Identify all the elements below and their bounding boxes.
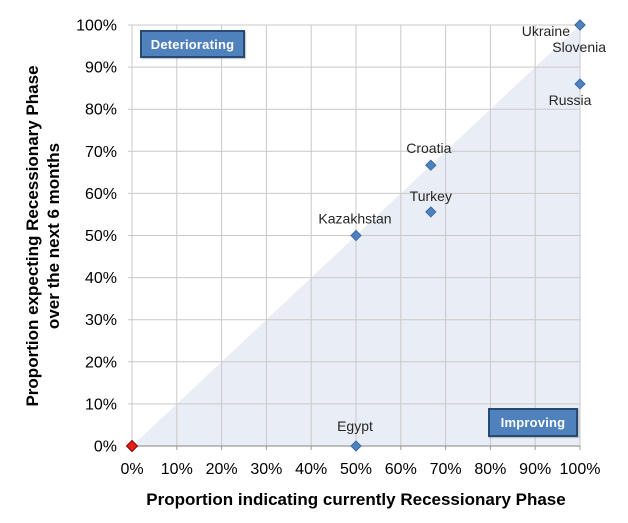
deteriorating-badge: Deteriorating — [140, 30, 245, 58]
y-tick-label: 50% — [85, 228, 117, 245]
data-point-russia — [574, 78, 586, 90]
y-tick-label: 40% — [85, 270, 117, 287]
x-tick-label: 0% — [120, 461, 143, 478]
y-tick-label: 30% — [85, 312, 117, 329]
data-point-egypt — [350, 440, 362, 452]
y-tick-label: 20% — [85, 354, 117, 371]
y-axis-title: Proportion expecting Recessionary Phase … — [22, 16, 66, 456]
point-label-slovenia: Slovenia — [552, 39, 606, 55]
x-tick-label: 40% — [295, 461, 327, 478]
x-tick-label: 20% — [206, 461, 238, 478]
x-tick-label: 80% — [474, 461, 506, 478]
deteriorating-badge-label: Deteriorating — [150, 36, 235, 52]
data-point-croatia — [425, 159, 437, 171]
data-point-origin — [125, 439, 139, 453]
y-tick-label: 10% — [85, 396, 117, 413]
y-tick-label: 80% — [85, 102, 117, 119]
y-axis-title-line1: Proportion expecting Recessionary Phase — [23, 65, 42, 407]
point-label-egypt: Egypt — [337, 418, 373, 434]
x-tick-label: 100% — [560, 461, 601, 478]
point-label-turkey: Turkey — [410, 188, 452, 204]
improving-badge: Improving — [488, 408, 578, 437]
y-tick-label: 60% — [85, 186, 117, 203]
x-tick-label: 30% — [250, 461, 282, 478]
data-point-kazakhstan — [350, 229, 362, 242]
point-label-kazakhstan: Kazakhstan — [318, 211, 391, 227]
x-axis-title: Proportion indicating currently Recessio… — [146, 490, 566, 509]
x-tick-label: 50% — [340, 461, 372, 478]
y-tick-label: 90% — [85, 60, 117, 77]
x-tick-label: 10% — [161, 461, 193, 478]
point-label-ukraine: Ukraine — [522, 23, 570, 39]
x-tick-label: 70% — [430, 461, 462, 478]
y-tick-label: 100% — [76, 18, 117, 35]
x-tick-label: 90% — [519, 461, 551, 478]
y-tick-label: 70% — [85, 144, 117, 161]
data-point-slovenia — [574, 19, 586, 31]
point-label-croatia: Croatia — [406, 140, 451, 156]
data-point-turkey — [425, 206, 437, 218]
y-tick-label: 0% — [94, 439, 117, 456]
x-tick-label: 60% — [385, 461, 417, 478]
point-label-russia: Russia — [549, 92, 592, 108]
improving-badge-label: Improving — [500, 415, 566, 430]
y-axis-title-line2: over the next 6 months — [44, 142, 63, 330]
